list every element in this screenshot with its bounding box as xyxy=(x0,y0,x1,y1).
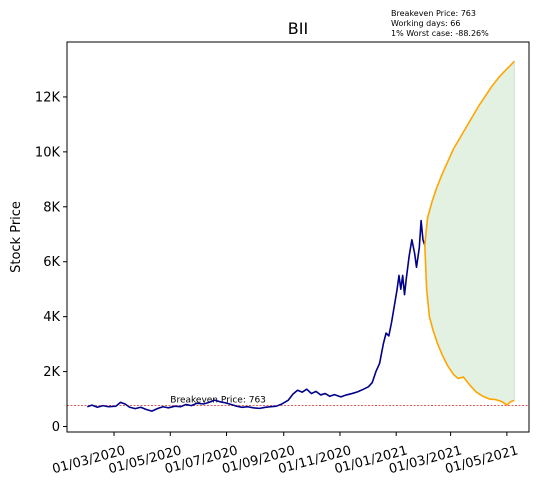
plot-frame xyxy=(66,41,530,433)
y-tick-label: 2K xyxy=(43,365,60,380)
confidence-band xyxy=(424,60,515,406)
y-tick-label: 4K xyxy=(43,310,60,325)
chart-title: BII xyxy=(288,19,308,38)
y-tick-label: 12K xyxy=(35,90,61,105)
y-tick-label: 8K xyxy=(43,200,60,215)
y-tick-label: 10K xyxy=(35,145,61,160)
confidence-band-layer xyxy=(424,60,515,406)
annotation-line: Breakeven Price: 763 xyxy=(391,9,476,18)
series-line-lower-bound xyxy=(423,245,515,406)
annotation-line: 1% Worst case: -88.26% xyxy=(391,29,489,38)
x-axis: 01/03/202001/05/202001/07/202001/09/2020… xyxy=(51,432,520,477)
series-line-upper-bound xyxy=(424,60,515,246)
series-line-price xyxy=(87,219,426,412)
y-tick-label: 6K xyxy=(43,255,60,270)
y-tick-label: 0 xyxy=(52,420,60,435)
stats-annotation: Breakeven Price: 763 Working days: 66 1%… xyxy=(391,9,489,38)
series-layer xyxy=(87,60,515,412)
annotation-line: Working days: 66 xyxy=(391,19,460,28)
y-axis: 0 2K 4K 6K 8K 10K 12K xyxy=(35,90,67,435)
y-axis-label: Stock Price xyxy=(9,201,24,273)
breakeven-layer: Breakeven Price: 763 xyxy=(67,396,529,406)
